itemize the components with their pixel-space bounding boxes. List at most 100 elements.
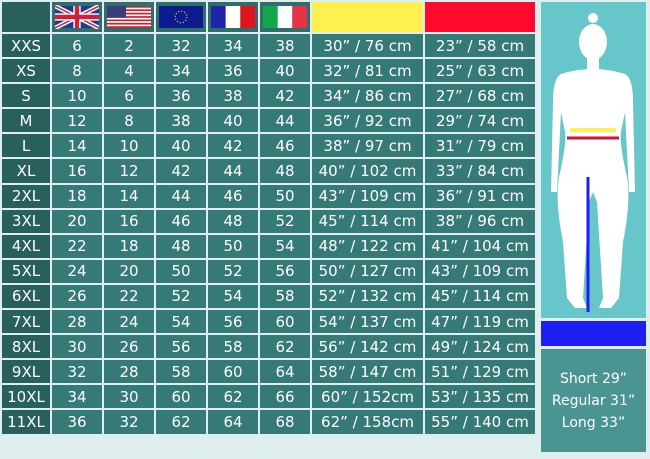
cell-uk: 34 — [52, 385, 102, 409]
cell-waist: 29” / 74 cm — [425, 109, 535, 133]
cell-it: 54 — [260, 234, 310, 258]
size-chart-table: XXS 6 2 32 34 38 30” / 76 cm 23” / 58 cm XS 8 4 34 3… — [2, 2, 535, 459]
cell-size: 4XL — [2, 234, 50, 258]
cell-size: 6XL — [2, 284, 50, 309]
cell-size: L — [2, 134, 50, 158]
inseam-regular: Regular 31” — [551, 392, 636, 409]
uk-flag-icon — [55, 5, 99, 29]
cell-us: 22 — [104, 284, 154, 309]
cell-fr: 60 — [208, 360, 258, 384]
cell-us: 28 — [104, 360, 154, 384]
cell-waist: 27” / 68 cm — [425, 84, 535, 108]
cell-hips: 52” / 132 cm — [312, 284, 423, 309]
cell-eu: 62 — [156, 410, 206, 434]
eu-flag-icon — [159, 6, 203, 28]
cell-size: 8XL — [2, 335, 50, 359]
cell-hips: 40” / 102 cm — [312, 159, 423, 183]
cell-uk: 12 — [52, 109, 102, 133]
france-flag-icon — [211, 6, 255, 28]
cell-uk: 26 — [52, 284, 102, 309]
cell-it: 38 — [260, 34, 310, 58]
cell-eu: 56 — [156, 335, 206, 359]
header-italy — [260, 2, 310, 32]
cell-us: 14 — [104, 184, 154, 208]
header-us — [104, 2, 154, 32]
cell-fr: 58 — [208, 335, 258, 359]
cell-eu: 54 — [156, 310, 206, 334]
cell-waist: 45” / 114 cm — [425, 284, 535, 309]
cell-it: 44 — [260, 109, 310, 133]
cell-fr: 52 — [208, 259, 258, 283]
cell-us: 10 — [104, 134, 154, 158]
cell-waist: 33” / 84 cm — [425, 159, 535, 183]
us-flag-icon — [107, 6, 151, 28]
cell-waist: 53” / 135 cm — [425, 385, 535, 409]
cell-waist: 36” / 91 cm — [425, 184, 535, 208]
cell-uk: 20 — [52, 209, 102, 233]
cell-it: 52 — [260, 209, 310, 233]
cell-eu: 36 — [156, 84, 206, 108]
inseam-long: Long 33” — [561, 414, 626, 431]
cell-fr: 40 — [208, 109, 258, 133]
cell-eu: 32 — [156, 34, 206, 58]
cell-eu: 52 — [156, 284, 206, 309]
cell-uk: 18 — [52, 184, 102, 208]
cell-size: 11XL — [2, 410, 50, 434]
cell-hips: 36” / 92 cm — [312, 109, 423, 133]
cell-size: 5XL — [2, 259, 50, 283]
cell-fr: 50 — [208, 234, 258, 258]
cell-us: 8 — [104, 109, 154, 133]
cell-eu: 44 — [156, 184, 206, 208]
cell-uk: 32 — [52, 360, 102, 384]
cell-it: 42 — [260, 84, 310, 108]
cell-us: 16 — [104, 209, 154, 233]
cell-waist: 43” / 109 cm — [425, 259, 535, 283]
cell-it: 56 — [260, 259, 310, 283]
cell-uk: 10 — [52, 84, 102, 108]
cell-hips: 56” / 142 cm — [312, 335, 423, 359]
cell-eu: 42 — [156, 159, 206, 183]
cell-it: 64 — [260, 360, 310, 384]
cell-waist: 38” / 96 cm — [425, 209, 535, 233]
cell-us: 32 — [104, 410, 154, 434]
cell-fr: 64 — [208, 410, 258, 434]
cell-us: 12 — [104, 159, 154, 183]
cell-fr: 56 — [208, 310, 258, 334]
header-waist-color — [425, 2, 535, 32]
cell-it: 50 — [260, 184, 310, 208]
cell-hips: 48” / 122 cm — [312, 234, 423, 258]
cell-uk: 16 — [52, 159, 102, 183]
body-figure-panel — [541, 2, 646, 318]
cell-hips: 45” / 114 cm — [312, 209, 423, 233]
header-uk — [52, 2, 102, 32]
cell-size: 10XL — [2, 385, 50, 409]
inseam-short: Short 29” — [559, 370, 628, 387]
cell-hips: 30” / 76 cm — [312, 34, 423, 58]
cell-it: 48 — [260, 159, 310, 183]
inseam-color — [541, 321, 646, 346]
cell-hips: 38” / 97 cm — [312, 134, 423, 158]
cell-it: 58 — [260, 284, 310, 309]
header-corner — [2, 2, 50, 32]
cell-eu: 50 — [156, 259, 206, 283]
header-hips-color — [312, 2, 423, 32]
cell-eu: 46 — [156, 209, 206, 233]
italy-flag-icon — [263, 6, 307, 28]
cell-waist: 23” / 58 cm — [425, 34, 535, 58]
cell-size: 9XL — [2, 360, 50, 384]
cell-hips: 32” / 81 cm — [312, 59, 423, 83]
cell-us: 20 — [104, 259, 154, 283]
cell-it: 46 — [260, 134, 310, 158]
cell-us: 26 — [104, 335, 154, 359]
female-figure-icon — [551, 13, 635, 312]
cell-fr: 38 — [208, 84, 258, 108]
cell-fr: 62 — [208, 385, 258, 409]
cell-uk: 8 — [52, 59, 102, 83]
cell-waist: 47” / 119 cm — [425, 310, 535, 334]
cell-waist: 25” / 63 cm — [425, 59, 535, 83]
cell-uk: 28 — [52, 310, 102, 334]
cell-hips: 62” / 158cm — [312, 410, 423, 434]
cell-eu: 40 — [156, 134, 206, 158]
cell-it: 66 — [260, 385, 310, 409]
cell-hips: 50” / 127 cm — [312, 259, 423, 283]
